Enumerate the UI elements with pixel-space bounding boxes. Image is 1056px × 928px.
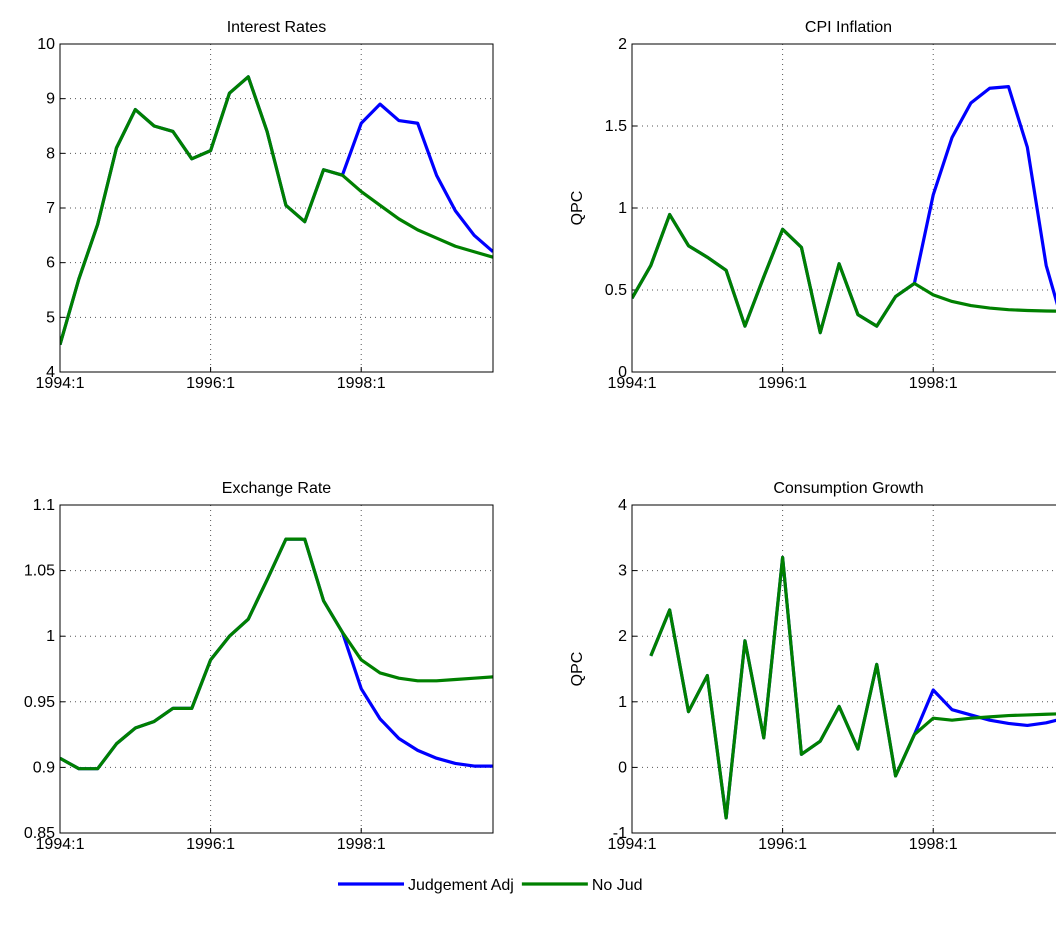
plot-frame xyxy=(631,43,1056,373)
y-tick-label: 8 xyxy=(46,145,55,162)
plot-frame xyxy=(59,43,494,373)
y-tick-label: 0 xyxy=(618,759,627,776)
x-tick-label: 1996:1 xyxy=(186,375,235,392)
panel-title: Consumption Growth xyxy=(773,480,923,497)
y-tick-label: 1.5 xyxy=(605,118,627,135)
panel: Interest Rates 4 5 6 7 8 9 10 1994:1 1996:1 1998:1 xyxy=(36,19,494,392)
x-tick-label: 1998:1 xyxy=(337,375,386,392)
legend: Judgement Adj No Jud xyxy=(338,877,643,894)
plot-frame xyxy=(59,504,494,834)
y-tick-label: 0 xyxy=(618,364,627,381)
series-line xyxy=(60,537,493,771)
y-tick-label: 10 xyxy=(37,36,55,53)
series-line xyxy=(632,212,1056,335)
y-tick-label: 0.85 xyxy=(24,825,55,842)
y-tick-label: 0.9 xyxy=(33,759,55,776)
x-tick-label: 1996:1 xyxy=(186,836,235,853)
x-tick-label: 1996:1 xyxy=(758,836,807,853)
y-axis-label: QPC xyxy=(569,191,586,226)
y-tick-label: 1.1 xyxy=(33,497,55,514)
y-tick-label: 2 xyxy=(618,36,627,53)
series-line xyxy=(649,555,1056,820)
y-tick-label: 2 xyxy=(618,628,627,645)
x-tick-label: 1994:1 xyxy=(36,375,85,392)
y-tick-label: 7 xyxy=(46,200,55,217)
x-tick-label: 1996:1 xyxy=(758,375,807,392)
series-line xyxy=(632,85,1056,335)
legend-label: No Jud xyxy=(592,877,643,894)
x-tick-label: 1994:1 xyxy=(608,836,657,853)
y-axis-label: QPC xyxy=(569,652,586,687)
panel: Exchange Rate 0.85 0.9 0.95 1 1.05 1.1 1994:1 19… xyxy=(24,480,494,853)
panel-title: Exchange Rate xyxy=(222,480,332,497)
y-tick-label: 3 xyxy=(618,563,627,580)
y-tick-label: 4 xyxy=(618,497,627,514)
x-tick-label: 1994:1 xyxy=(608,375,657,392)
series-line xyxy=(60,75,493,346)
legend-label: Judgement Adj xyxy=(408,877,514,894)
series-line xyxy=(60,537,493,771)
y-tick-label: 0.95 xyxy=(24,694,55,711)
plot-frame xyxy=(631,504,1056,834)
y-tick-label: 1 xyxy=(46,628,55,645)
x-tick-label: 1998:1 xyxy=(337,836,386,853)
panel-title: CPI Inflation xyxy=(805,19,892,36)
y-tick-label: 6 xyxy=(46,255,55,272)
y-tick-label: 1 xyxy=(618,200,627,217)
x-tick-label: 1998:1 xyxy=(909,375,958,392)
y-tick-label: 1 xyxy=(618,694,627,711)
y-tick-label: -1 xyxy=(613,825,627,842)
y-tick-label: 9 xyxy=(46,91,55,108)
panel: CPI Inflation QPC 0 0.5 1 1.5 2 1994:1 1996:1 199… xyxy=(569,19,1056,392)
x-tick-label: 1998:1 xyxy=(909,836,958,853)
y-tick-label: 1.05 xyxy=(24,563,55,580)
y-tick-label: 4 xyxy=(46,364,55,381)
y-tick-label: 0.5 xyxy=(605,282,627,299)
x-tick-label: 1994:1 xyxy=(36,836,85,853)
panel: Consumption Growth QPC -1 0 1 2 3 4 1994:1 1996:1… xyxy=(569,480,1056,853)
panel-title: Interest Rates xyxy=(227,19,327,36)
series-line xyxy=(60,75,493,346)
y-tick-label: 5 xyxy=(46,309,55,326)
series-line xyxy=(649,555,1056,820)
